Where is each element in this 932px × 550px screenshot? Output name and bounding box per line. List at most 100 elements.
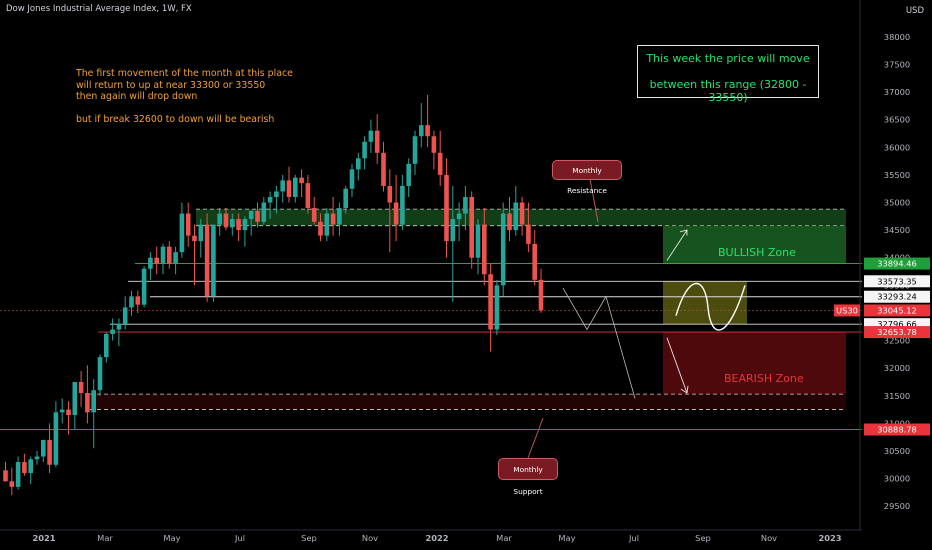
support-zone [90,394,846,410]
level-tag-text-33045.12: 33045.12 [877,305,917,315]
level-tag-33573.35 [864,275,930,288]
candle-body [482,224,487,275]
candle-body [211,224,216,297]
y-tick-label: 37000 [884,87,910,97]
weekly-range-line2: between this range (32800 - 33550) [649,78,807,104]
candle-body [362,141,367,159]
candle-body [179,213,185,253]
level-tag-33894.46 [864,257,930,270]
candle-body [538,279,544,311]
y-tick-label: 32000 [884,363,910,373]
candle-body [519,202,525,225]
level-tag-text-32796.66: 32796.66 [877,319,917,329]
price-level-lines [0,263,862,430]
candle-body [475,224,481,258]
candle-body [173,252,178,264]
y-tick-label: 31000 [884,418,910,428]
level-tag-text-32653.78: 32653.78 [877,327,917,337]
range-box [663,281,747,325]
x-tick-label: May [558,533,575,543]
candle-body [368,130,374,142]
candle-body [494,285,500,330]
candle-body [450,219,456,242]
symbol-tag-text: US30 [836,305,858,315]
x-tick-label: Sep [301,533,317,543]
candle-body [204,224,210,297]
candle-body [167,246,172,264]
candle-body [488,274,493,330]
candle-body [255,210,260,222]
y-tick-label: 34500 [884,225,910,235]
candle-body [28,459,33,474]
x-tick-label: Nov [761,533,777,543]
x-tick-label: 2023 [818,533,841,543]
candle-body [374,130,380,153]
candle-body [513,202,519,231]
level-tag-32653.78 [864,326,930,339]
candle-body [248,210,254,220]
level-tag-33045.12 [864,304,930,317]
candle-body [261,202,267,222]
candle-body [148,257,153,269]
candle-body [85,393,90,413]
y-tick-label: 30000 [884,474,910,484]
y-tick-label: 38000 [884,32,910,42]
candle-body [500,213,506,286]
candle-body [9,481,15,487]
chart-title: Dow Jones Industrial Average Index, 1W, … [6,4,192,14]
candlestick-series [3,94,544,496]
level-tag-33293.24 [864,290,930,303]
candle-body [104,333,109,358]
candle-body [469,196,474,258]
x-tick-label: Nov [362,533,378,543]
resistance-pointer [589,178,599,223]
level-tag-30888.78 [864,423,930,436]
candle-body [419,125,424,137]
candle-body [72,381,78,416]
y-tick-label: 30500 [884,446,910,456]
candle-body [431,136,437,153]
candle-body [349,169,355,189]
x-tick-label: Jul [234,533,245,543]
candle-body [34,456,40,460]
candle-body [122,307,128,324]
candle-body [78,381,84,393]
y-tick-label: 35500 [884,170,910,180]
y-tick-label: 35000 [884,198,910,208]
candle-body [22,462,27,474]
x-tick-label: Mar [97,533,113,543]
candle-body [311,208,317,222]
bullish-arrow [666,229,688,261]
bullish-zone-label: BULLISH Zone [718,246,796,259]
candle-body [3,470,8,482]
candle-body [463,196,468,214]
candle-body [400,185,405,225]
x-tick-label: Jul [628,533,639,543]
y-tick-label: 29500 [884,501,910,511]
candle-body [387,185,393,203]
candle-body [198,224,204,242]
candle-body [381,152,386,186]
monthly-resistance-callout: Monthly Resistance [552,160,622,195]
candle-body [444,174,449,242]
y-tick-label: 36000 [884,142,910,152]
time-axis: 2021 Mar May Jul Sep Nov 2022 Mar May Jul Sep Nov 20… [0,529,862,543]
y-tick-label: 31500 [884,391,910,401]
candle-body [129,296,134,308]
bearish-zone [663,332,846,395]
y-tick-label: 32500 [884,336,910,346]
y-tick-label: 37500 [884,59,910,69]
candle-body [318,221,323,236]
bearish-arrow [666,337,688,394]
candle-body [110,329,115,334]
y-tick-label: 36500 [884,115,910,125]
level-tag-text-33293.24: 33293.24 [877,292,917,302]
bearish-zone-label: BEARISH Zone [724,372,804,385]
support-pointer [527,417,544,459]
x-tick-label: Sep [695,533,711,543]
candle-body [507,213,512,231]
range-wave [675,282,746,331]
level-tag-text-33894.46: 33894.46 [877,259,917,269]
candle-body [192,235,197,242]
